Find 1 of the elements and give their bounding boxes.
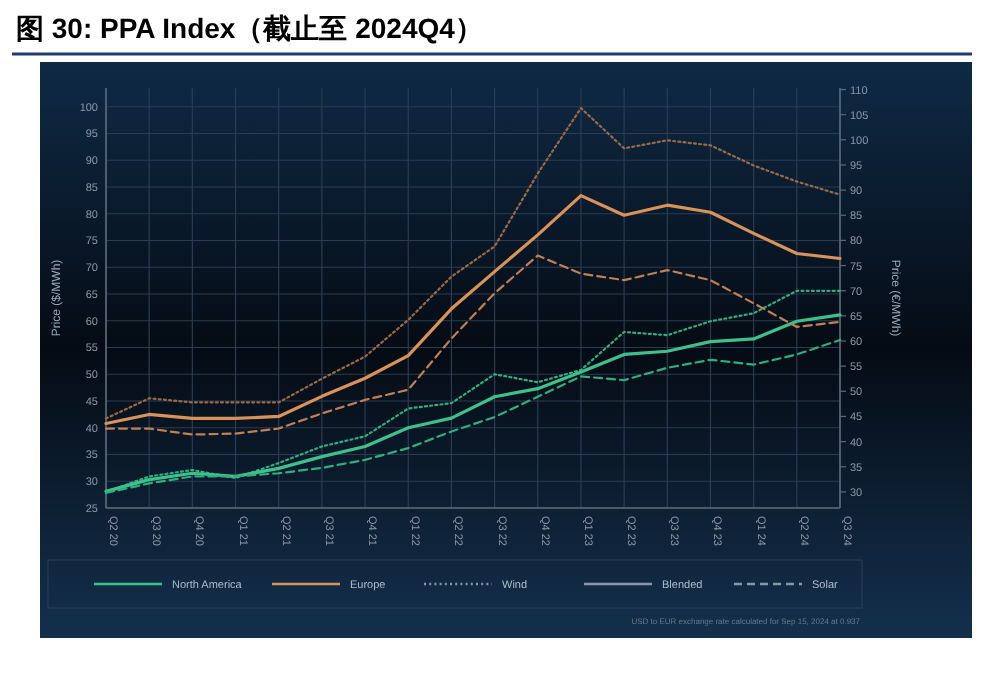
chart-title: 图 30: PPA Index（截止至 2024Q4）	[16, 12, 483, 44]
